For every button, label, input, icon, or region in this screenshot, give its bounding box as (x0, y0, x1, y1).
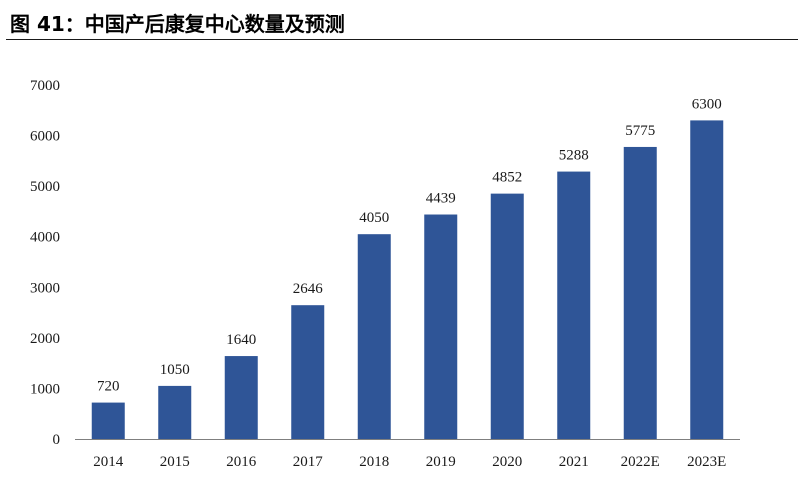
x-tick-label: 2015 (160, 454, 190, 470)
bar-2015 (158, 385, 192, 439)
data-label: 5288 (559, 148, 589, 164)
data-label: 5775 (625, 123, 655, 139)
y-tick-label: 2000 (30, 331, 60, 347)
x-tick-label: 2018 (359, 454, 389, 470)
bars-group: 720 1050 1640 2646 4050 4439 4852 5288 5775 6300 (91, 96, 724, 440)
bar-2014 (91, 402, 125, 439)
y-axis: 0 1000 2000 3000 4000 5000 6000 7000 (30, 78, 60, 448)
data-label: 2646 (293, 281, 324, 297)
figure-title: 图 41：中国产后康复中心数量及预测 (10, 12, 345, 36)
x-tick-label: 2023E (687, 454, 726, 470)
x-axis: 2014 2015 2016 2017 2018 2019 2020 2021 2022E 202… (75, 439, 740, 470)
data-label: 1050 (160, 362, 190, 378)
x-tick-label: 2021 (559, 454, 589, 470)
data-label: 1640 (226, 332, 256, 348)
x-tick-label: 2016 (226, 454, 257, 470)
data-label: 4852 (492, 170, 522, 186)
title-divider (6, 39, 798, 40)
bar-2023e (690, 120, 724, 440)
x-tick-label: 2020 (492, 454, 522, 470)
x-tick-label: 2017 (293, 454, 324, 470)
y-tick-label: 3000 (30, 280, 60, 296)
bar-2021 (557, 171, 591, 439)
y-tick-label: 6000 (30, 129, 60, 145)
y-tick-label: 1000 (30, 381, 60, 397)
bar-2016 (224, 356, 258, 439)
data-label: 6300 (692, 96, 722, 112)
y-tick-label: 4000 (30, 230, 60, 246)
x-tick-label: 2022E (621, 454, 660, 470)
bar-2020 (490, 193, 524, 439)
bar-2019 (424, 214, 458, 439)
y-tick-label: 0 (53, 432, 61, 448)
x-tick-label: 2014 (93, 454, 124, 470)
y-tick-label: 7000 (30, 78, 60, 94)
x-tick-label: 2019 (426, 454, 456, 470)
data-label: 4050 (359, 210, 389, 226)
data-label: 4439 (426, 191, 456, 207)
bar-2022e (623, 146, 657, 439)
bar-2018 (357, 234, 391, 439)
bar-2017 (291, 305, 325, 439)
y-tick-label: 5000 (30, 179, 60, 195)
data-label: 720 (97, 379, 120, 395)
